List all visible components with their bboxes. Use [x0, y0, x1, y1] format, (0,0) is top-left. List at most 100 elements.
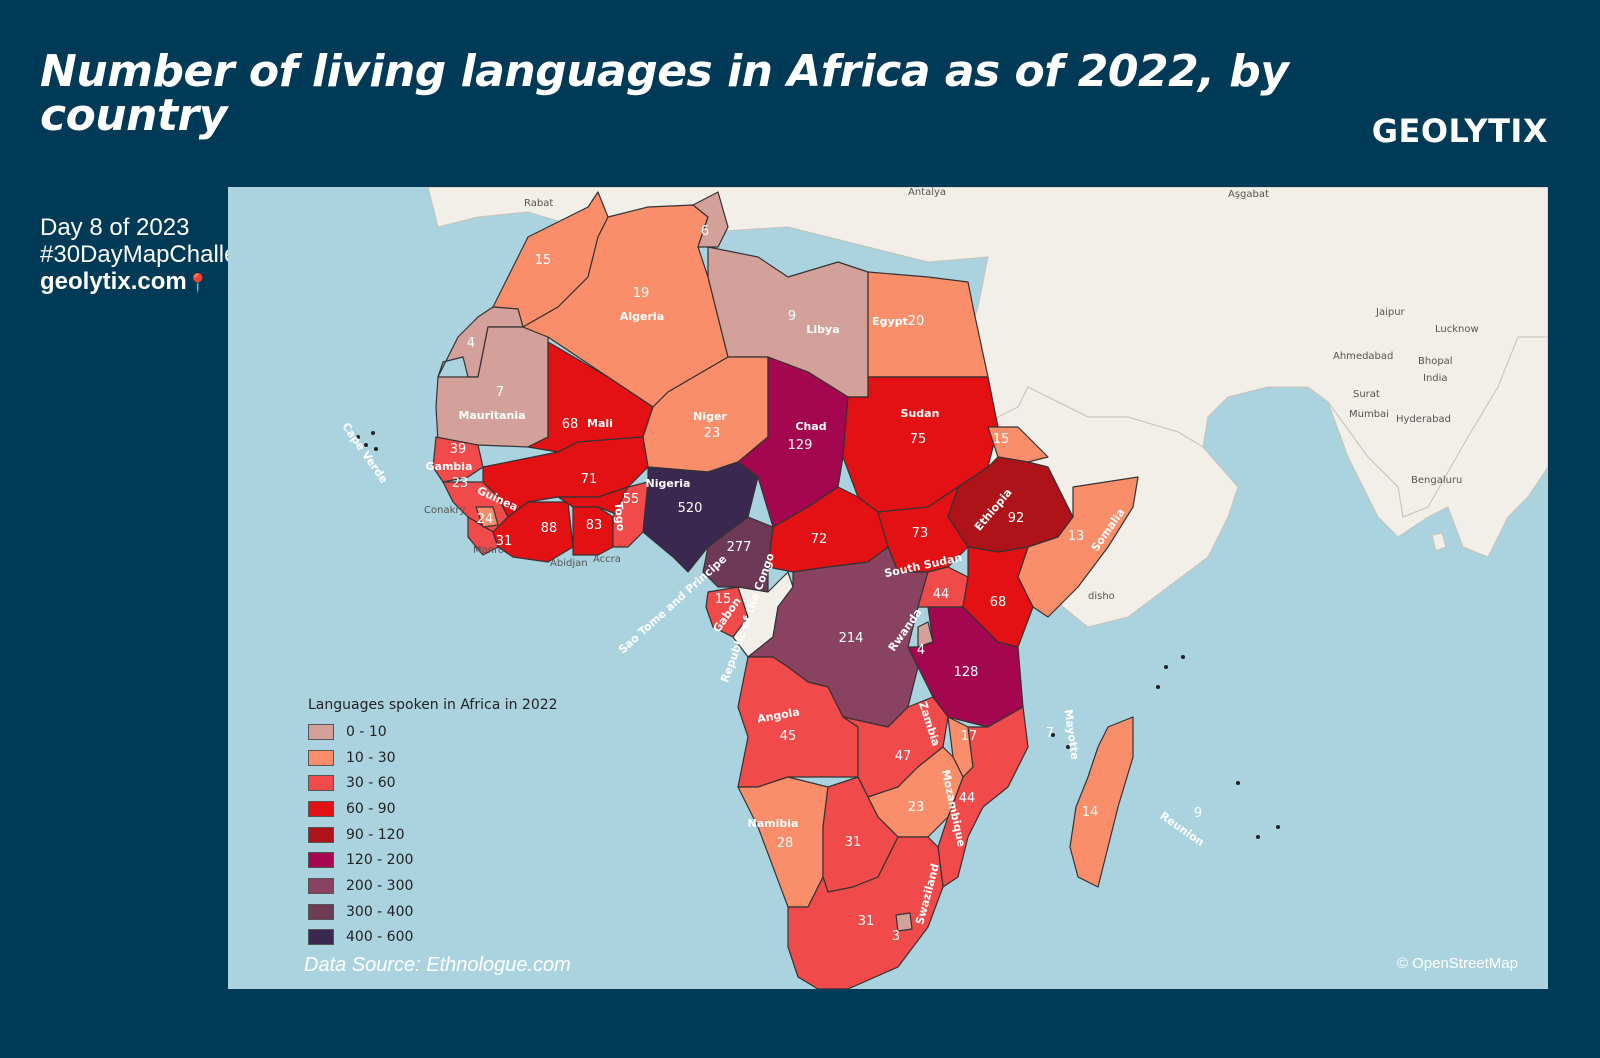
name-sudan: Sudan — [901, 407, 940, 420]
country-eritrea — [987, 426, 1049, 463]
country-sierra-leone — [467, 516, 499, 556]
legend-label: 90 - 120 — [346, 826, 405, 843]
value-botswana: 31 — [845, 835, 862, 850]
legend-label: 120 - 200 — [346, 852, 414, 869]
legend-swatch — [308, 877, 334, 894]
value-madagascar: 14 — [1082, 805, 1099, 820]
value-rwanda: 4 — [917, 643, 925, 658]
value-ethiopia: 92 — [1008, 511, 1025, 526]
africa-map[interactable]: 15 19 6 9 20 4 7 68 23 129 75 15 39 23 7… — [228, 187, 1548, 989]
name-mali: Mali — [587, 417, 613, 430]
name-gambia: Gambia — [426, 460, 473, 473]
land-india — [1327, 336, 1548, 558]
map-frame[interactable]: 15 19 6 9 20 4 7 68 23 129 75 15 39 23 7… — [228, 187, 1548, 989]
value-tanzania: 128 — [954, 665, 979, 680]
place-jaipur: Jaipur — [1375, 307, 1406, 318]
value-mozambique: 44 — [959, 791, 976, 806]
value-car: 72 — [811, 532, 828, 547]
name-cape-verde: Cape Verde — [339, 420, 390, 485]
value-mayotte: 7 — [1046, 726, 1054, 741]
value-algeria: 19 — [633, 286, 650, 301]
place-antalya: Antalya — [908, 187, 946, 198]
legend-row: 400 - 600 — [308, 925, 558, 951]
legend-label: 0 - 10 — [346, 723, 387, 740]
country-senegal — [432, 436, 484, 483]
value-cote-divoire: 88 — [541, 521, 558, 536]
country-cote-divoire — [492, 501, 574, 563]
osm-attribution[interactable]: © OpenStreetMap — [1396, 955, 1518, 972]
legend-label: 30 - 60 — [346, 775, 396, 792]
map-legend: Languages spoken in Africa in 2022 0 - 1… — [308, 697, 558, 950]
place-abidjan: Abidjan — [550, 558, 588, 569]
value-swaziland: 3 — [892, 929, 900, 944]
country-somalia — [1017, 476, 1139, 618]
name-algeria: Algeria — [620, 310, 664, 323]
place-lucknow: Lucknow — [1435, 324, 1479, 335]
place-rabat: Rabat — [524, 198, 553, 209]
legend-row: 200 - 300 — [308, 873, 558, 899]
country-kenya — [962, 546, 1034, 648]
value-zimbabwe: 23 — [908, 800, 925, 815]
legend-label: 10 - 30 — [346, 749, 396, 766]
place-bhopal: Bhopal — [1418, 356, 1453, 367]
name-niger: Niger — [693, 410, 727, 423]
value-reunion: 9 — [1194, 806, 1202, 821]
value-guinea: 24 — [477, 512, 494, 527]
data-source: Data Source: Ethnologue.com — [304, 954, 571, 976]
country-tunisia — [692, 191, 729, 248]
place-conakry: Conakry — [424, 505, 465, 516]
legend-swatch — [308, 929, 334, 946]
value-egypt: 20 — [908, 314, 925, 329]
value-sudan: 75 — [910, 432, 927, 447]
place-asgabat: Aşgabat — [1228, 189, 1269, 200]
value-chad: 129 — [788, 438, 813, 453]
country-polygons — [432, 191, 1139, 989]
land-srilanka — [1431, 532, 1447, 552]
pin-icon: 📍 — [186, 273, 210, 293]
value-cameroon: 277 — [727, 540, 752, 555]
legend-row: 300 - 400 — [308, 899, 558, 925]
country-mozambique — [937, 706, 1029, 888]
place-bengaluru: Bengaluru — [1411, 475, 1462, 486]
name-nigeria: Nigeria — [646, 477, 691, 490]
country-western-sahara — [437, 306, 524, 378]
page-title: Number of living languages in Africa as … — [40, 46, 1289, 141]
legend-swatch — [308, 723, 334, 740]
place-ahmedabad: Ahmedabad — [1333, 351, 1393, 362]
value-kenya: 68 — [990, 595, 1007, 610]
value-nigeria: 520 — [678, 501, 703, 516]
value-western-sahara: 4 — [467, 336, 475, 351]
site-link[interactable]: geolytix.com — [40, 268, 187, 295]
value-somalia: 13 — [1068, 529, 1085, 544]
value-gambia: 39 — [450, 442, 467, 457]
value-angola: 45 — [780, 729, 797, 744]
legend-label: 400 - 600 — [346, 929, 414, 946]
islands — [356, 431, 1280, 839]
value-namibia: 28 — [777, 836, 794, 851]
place-labels: Rabat Antalya Aşgabat Conakry Monro Abid… — [424, 187, 1479, 602]
place-accra: Accra — [593, 554, 621, 565]
value-gabon: 15 — [715, 592, 732, 607]
value-mauritania: 7 — [496, 385, 504, 400]
legend-swatch — [308, 826, 334, 843]
place-hyderabad: Hyderabad — [1396, 414, 1451, 425]
legend-row: 30 - 60 — [308, 770, 558, 796]
legend-label: 300 - 400 — [346, 903, 414, 920]
place-mumbai: Mumbai — [1349, 409, 1389, 420]
day-label: Day 8 of 2023 — [40, 214, 190, 241]
legend-row: 60 - 90 — [308, 796, 558, 822]
value-sierra-leone: 31 — [496, 534, 513, 549]
legend-swatch — [308, 749, 334, 766]
legend-row: 0 - 10 — [308, 719, 558, 745]
country-mauritania — [435, 326, 549, 448]
value-malawi: 17 — [961, 729, 978, 744]
name-chad: Chad — [795, 420, 826, 433]
place-india: India — [1423, 373, 1448, 384]
legend-swatch — [308, 775, 334, 792]
country-madagascar — [1069, 716, 1134, 888]
country-swaziland — [895, 912, 913, 932]
legend-swatch — [308, 800, 334, 817]
place-surat: Surat — [1353, 389, 1380, 400]
name-mayotte: Mayotte — [1061, 708, 1081, 760]
value-togo: 55 — [623, 492, 640, 507]
